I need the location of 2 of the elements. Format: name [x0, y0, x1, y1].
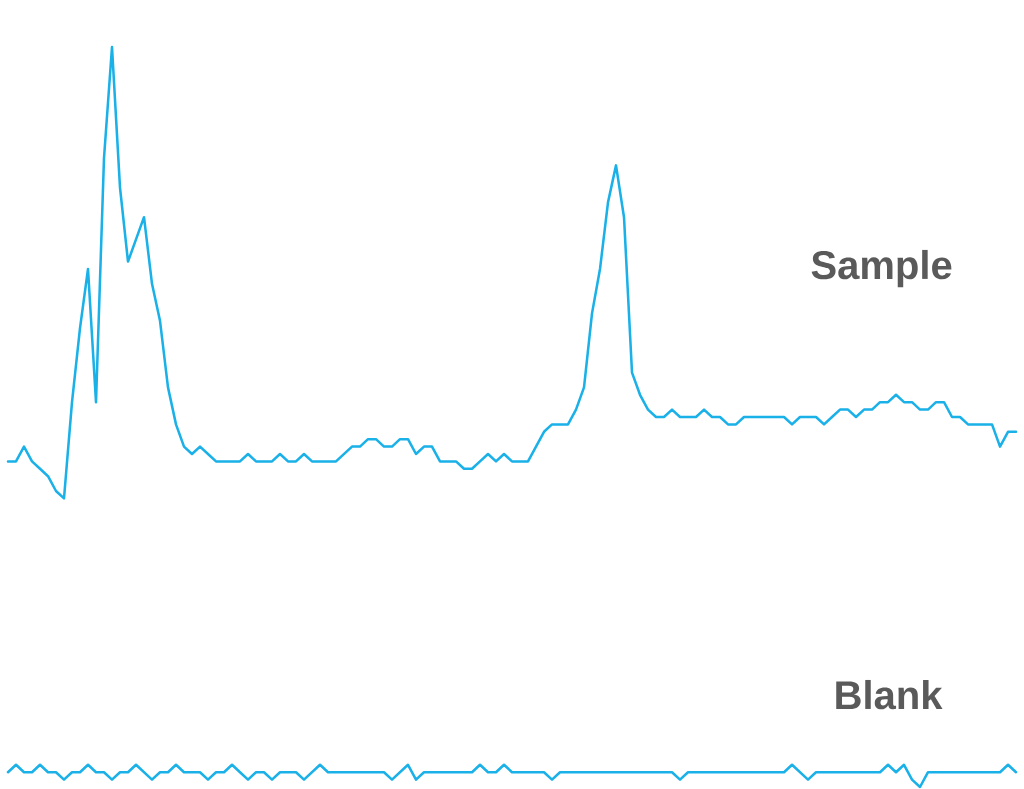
- text: Sample: [811, 249, 952, 288]
- series-label: Blank: [836, 679, 943, 710]
